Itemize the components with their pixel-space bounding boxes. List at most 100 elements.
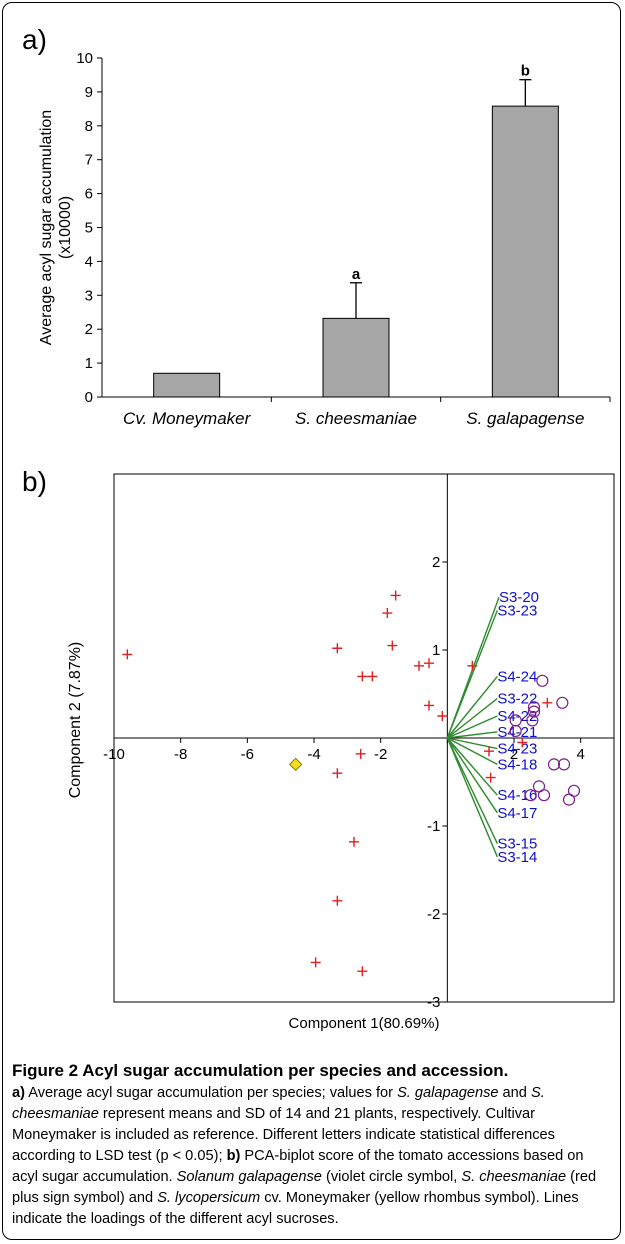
loading-label: S3-23 [497,602,537,619]
loading-label: S3-22 [497,690,537,707]
plus-point [484,746,494,757]
caption-a-text-1: Average acyl sugar accumulation per spec… [24,1085,398,1101]
plus-point [332,768,343,779]
y-tick-label: 2 [85,321,93,338]
y-axis-label: Average acyl sugar accumulation [38,110,55,345]
plus-point [310,957,321,968]
circle-point [557,758,571,771]
y-tick-label: 5 [85,220,93,237]
caption-b-species-3: S. lycopersicum [157,1190,261,1206]
significance-letter: b [521,63,530,80]
plus-point [349,836,359,847]
y-tick-label: -2 [427,906,440,923]
caption-a-species-1: S. galapagense [397,1085,499,1101]
caption-b-tag: b) [226,1148,241,1164]
plus-point [332,643,343,654]
x-tick-label: 2 [510,746,518,763]
y-tick-label: 0 [85,389,93,406]
y-tick-label: 3 [85,287,93,304]
caption-a-species-2: S. cheesmaniae [12,1085,545,1122]
loading-line [446,675,498,739]
loading-line [446,737,498,844]
y-tick-label: -1 [427,818,440,835]
loading-label: S4-24 [497,668,537,685]
y-axis-label: Component 2 (7.87%) [67,642,84,799]
loading-line [446,737,498,858]
x-tick-label: -2 [374,746,387,763]
x-tick-label: Cv. Moneymaker [123,409,252,428]
circle-point [547,758,561,771]
loading-label: S3-20 [499,589,539,606]
loading-line [447,737,498,766]
x-tick-label: -4 [307,746,320,763]
loading-line [446,737,498,814]
plus-point [382,608,393,619]
circle-point [562,793,576,806]
loading-label: S4-18 [497,756,537,773]
loading-label: S3-15 [497,836,537,853]
plus-point [390,590,401,601]
loading-line [447,715,498,739]
loading-label: S3-14 [497,849,537,866]
plus-point [424,658,434,669]
x-tick-label: S. cheesmaniae [295,409,417,428]
y-tick-label: 7 [85,152,93,169]
y-axis-label-unit: (x10000) [57,196,74,259]
plus-point [542,697,553,708]
caption-b-species-1: Solanum galapagense [176,1169,322,1185]
x-axis-label: Component 1(80.69%) [289,1015,440,1032]
plus-point [122,649,133,660]
circle-point [527,705,541,718]
plus-point [332,895,343,906]
circle-point [537,789,551,802]
caption-b-text-1: PCA-biplot score of the tomato accession… [12,1148,584,1185]
significance-letter: a [352,266,361,283]
caption-b-species-2: S. cheesmaniae [461,1169,567,1185]
plus-point [387,640,398,651]
caption-a-text-3: represent means and SD of 14 and 21 plan… [12,1106,555,1164]
plus-point [367,671,378,682]
plus-point [467,660,478,671]
loading-label: S4-17 [497,805,537,822]
x-tick-label: -10 [103,746,125,763]
x-tick-label: S. galapagense [466,409,584,428]
plus-point [414,660,424,671]
plus-point [357,966,368,977]
y-tick-label: 8 [85,118,93,135]
y-tick-label: 1 [85,355,93,372]
x-tick-label: -8 [174,746,187,763]
loading-line [447,731,498,739]
loading-label: S4-23 [497,741,537,758]
loading-line [446,610,498,739]
y-tick-label: 10 [76,50,93,67]
circle-point [556,696,569,709]
panel-a-label: a) [22,24,47,55]
circle-point [536,674,549,687]
caption-title: Figure 2 Acyl sugar accumulation per spe… [12,1061,509,1080]
caption-a-text-2: and [498,1085,531,1101]
y-tick-label: 1 [432,642,440,659]
x-tick-label: -6 [241,746,254,763]
diamond-point [288,757,303,772]
y-tick-label: 6 [85,186,93,203]
bar [491,105,559,398]
plus-point [437,711,448,721]
caption-b-text-3: (red plus sign symbol) and [12,1169,597,1206]
panel-b-label: b) [22,466,47,497]
bar [322,317,390,398]
circle-point [524,789,537,802]
y-tick-label: 4 [85,253,93,270]
circle-point [527,701,541,714]
loading-line [446,737,498,796]
circle-point [526,714,539,727]
x-tick-label: 4 [576,746,584,763]
y-tick-label: 2 [432,554,440,571]
plus-point [357,671,368,682]
loading-label: S4-21 [497,724,537,741]
circle-point [509,724,522,738]
bar-chart: 0 1 2 3 4 5 6 7 8 9 10 Cv. Moneymaker a S. cheesmania… [38,50,611,428]
caption-a-tag: a) [12,1085,25,1101]
y-tick-label: 9 [85,84,93,101]
plus-point [517,737,528,748]
